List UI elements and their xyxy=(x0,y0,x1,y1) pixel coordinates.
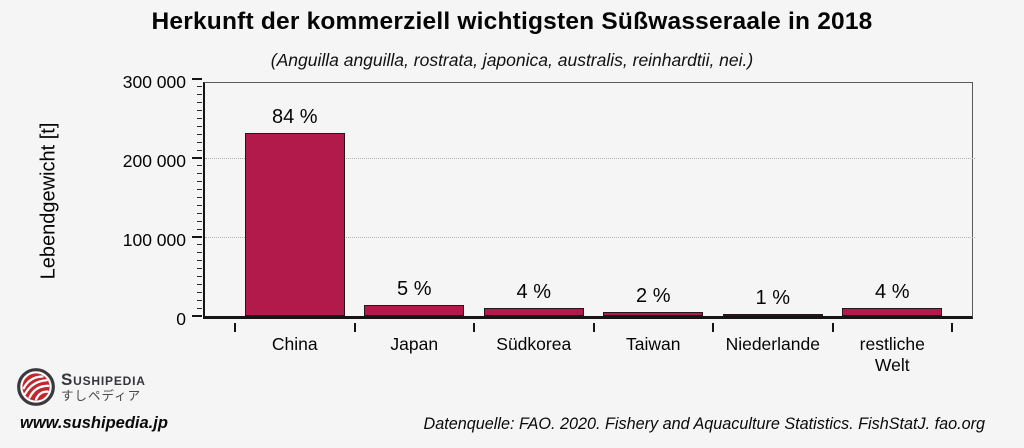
x-axis-tick xyxy=(592,323,595,332)
brand-name: Sushipedia xyxy=(61,370,146,389)
y-tick-label: 100 000 xyxy=(122,230,186,250)
y-tick-label: 0 xyxy=(176,309,186,329)
sushipedia-logo-icon xyxy=(17,368,55,406)
y-minor-tick xyxy=(197,149,202,151)
bar-südkorea xyxy=(483,308,584,316)
y-tick-label: 200 000 xyxy=(122,151,186,171)
y-minor-tick xyxy=(197,189,202,191)
y-minor-tick xyxy=(197,228,202,230)
y-minor-tick xyxy=(197,252,202,254)
y-minor-tick xyxy=(197,197,202,198)
y-minor-tick xyxy=(197,283,202,285)
y-minor-tick xyxy=(197,110,202,112)
x-axis-tick xyxy=(234,323,236,332)
brand-name-japanese: すしペディア xyxy=(61,389,142,403)
bar-value-label: 5 % xyxy=(397,278,432,301)
x-axis-tick xyxy=(473,323,475,332)
bar-niederlande xyxy=(722,313,823,316)
y-minor-tick xyxy=(197,204,202,206)
x-axis-tick xyxy=(712,323,714,332)
y-minor-tick xyxy=(197,244,202,246)
y-major-tick xyxy=(192,78,202,80)
bar-value-label: 4 % xyxy=(516,281,551,304)
x-category-label-china: China xyxy=(271,334,318,354)
y-minor-tick xyxy=(197,212,202,214)
bar-japan xyxy=(364,305,465,316)
chart-subtitle: (Anguilla anguilla, rostrata, japonica, … xyxy=(270,50,754,70)
x-axis-tick xyxy=(353,323,356,332)
y-minor-tick xyxy=(197,125,202,127)
y-minor-tick xyxy=(197,291,202,293)
gridline xyxy=(205,237,975,238)
y-minor-tick xyxy=(197,118,202,119)
y-minor-tick xyxy=(197,260,202,262)
y-minor-tick xyxy=(197,102,202,104)
y-minor-tick xyxy=(197,133,202,135)
website-link[interactable]: www.sushipedia.jp xyxy=(20,414,168,432)
bar-restliche-welt xyxy=(842,307,943,316)
brand-block: Sushipedia すしペディア xyxy=(61,370,146,404)
y-major-tick xyxy=(192,236,202,238)
y-major-tick xyxy=(192,157,202,159)
y-tick-labels: 0 100 000 200 000 300 000 xyxy=(0,72,186,329)
gridline xyxy=(205,158,975,159)
x-category-label-japan: Japan xyxy=(390,334,439,354)
bar-value-label: 2 % xyxy=(636,284,671,307)
y-minor-tick xyxy=(197,299,202,301)
bar-value-label: 1 % xyxy=(755,286,790,309)
x-axis-tick xyxy=(831,323,834,332)
x-category-label-südkorea: Südkorea xyxy=(496,334,572,354)
plot-area: 84 % China 5 % Japan 4 % Südkorea 2 % Taiwan 1 %… xyxy=(192,78,975,375)
x-axis-tick xyxy=(951,323,953,332)
y-minor-tick xyxy=(197,141,202,143)
x-category-label-niederlande: Niederlande xyxy=(725,334,820,354)
y-minor-tick xyxy=(197,220,202,222)
data-source-note: Datenquelle: FAO. 2020. Fishery and Aqua… xyxy=(423,415,985,433)
y-minor-tick xyxy=(197,307,202,309)
y-major-tick xyxy=(192,315,202,317)
bar-taiwan xyxy=(603,311,704,316)
bar-value-label: 84 % xyxy=(271,105,318,128)
y-minor-tick xyxy=(197,165,202,167)
y-tick-label: 300 000 xyxy=(122,72,186,92)
y-minor-tick xyxy=(197,94,202,96)
y-minor-tick xyxy=(197,173,202,175)
bar-value-label: 4 % xyxy=(875,280,910,303)
x-category-label-restliche-welt: restliche Welt xyxy=(859,334,925,375)
y-minor-tick xyxy=(197,276,202,277)
y-minor-tick xyxy=(197,86,202,88)
chart-title: Herkunft der kommerziell wichtigsten Süß… xyxy=(151,8,873,35)
x-category-label-taiwan: Taiwan xyxy=(626,334,681,354)
bar-china xyxy=(244,132,345,316)
y-minor-tick xyxy=(197,268,202,270)
y-minor-tick xyxy=(197,181,202,183)
